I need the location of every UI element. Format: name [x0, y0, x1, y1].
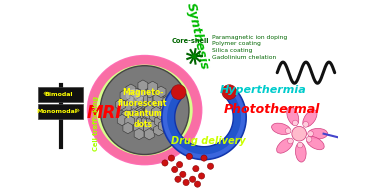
Circle shape	[186, 153, 192, 160]
Circle shape	[306, 136, 312, 142]
Circle shape	[180, 171, 186, 177]
FancyBboxPatch shape	[38, 104, 83, 119]
Text: Silica coating: Silica coating	[212, 48, 253, 53]
Text: Monomodal: Monomodal	[36, 109, 77, 114]
Circle shape	[292, 120, 298, 126]
Text: Paramagnetic ion doping: Paramagnetic ion doping	[212, 35, 287, 40]
Text: «: «	[42, 90, 47, 99]
Text: Cell trafficking: Cell trafficking	[93, 96, 99, 151]
Circle shape	[162, 160, 168, 166]
Ellipse shape	[303, 110, 317, 127]
Circle shape	[192, 54, 197, 59]
Circle shape	[183, 179, 189, 186]
Text: Drug delivery: Drug delivery	[172, 136, 246, 146]
Text: Hyperthermia: Hyperthermia	[220, 85, 307, 95]
Ellipse shape	[287, 107, 299, 125]
Circle shape	[100, 66, 189, 154]
Circle shape	[303, 122, 308, 127]
FancyBboxPatch shape	[38, 87, 83, 101]
Circle shape	[207, 163, 214, 169]
Polygon shape	[162, 88, 246, 160]
Text: Core-shell: Core-shell	[172, 38, 209, 44]
Circle shape	[168, 155, 175, 161]
Circle shape	[189, 176, 196, 182]
Text: Bimodal: Bimodal	[44, 92, 73, 97]
Ellipse shape	[126, 89, 144, 102]
Circle shape	[193, 166, 199, 172]
Ellipse shape	[295, 143, 306, 162]
Text: Polymer coating: Polymer coating	[212, 41, 261, 46]
Circle shape	[292, 126, 307, 141]
Circle shape	[198, 173, 205, 179]
Text: Magneto-
fluorescent
quantum
dots: Magneto- fluorescent quantum dots	[118, 88, 168, 129]
Circle shape	[176, 162, 183, 168]
Text: »: »	[75, 107, 80, 116]
Circle shape	[172, 166, 178, 173]
Circle shape	[308, 131, 313, 136]
Ellipse shape	[308, 128, 327, 139]
Circle shape	[285, 128, 291, 134]
Text: MRI: MRI	[87, 104, 122, 122]
Circle shape	[288, 138, 293, 144]
Ellipse shape	[277, 138, 293, 153]
Circle shape	[194, 181, 201, 187]
Circle shape	[175, 176, 181, 182]
Circle shape	[297, 142, 303, 148]
Circle shape	[201, 155, 207, 161]
Ellipse shape	[307, 136, 324, 150]
Ellipse shape	[88, 56, 201, 164]
Text: Synthesis: Synthesis	[184, 2, 211, 72]
Text: Gadolinium chelation: Gadolinium chelation	[212, 55, 276, 60]
Ellipse shape	[222, 85, 236, 99]
Ellipse shape	[272, 123, 291, 135]
Text: Photothermal: Photothermal	[223, 103, 320, 116]
Ellipse shape	[171, 85, 186, 99]
